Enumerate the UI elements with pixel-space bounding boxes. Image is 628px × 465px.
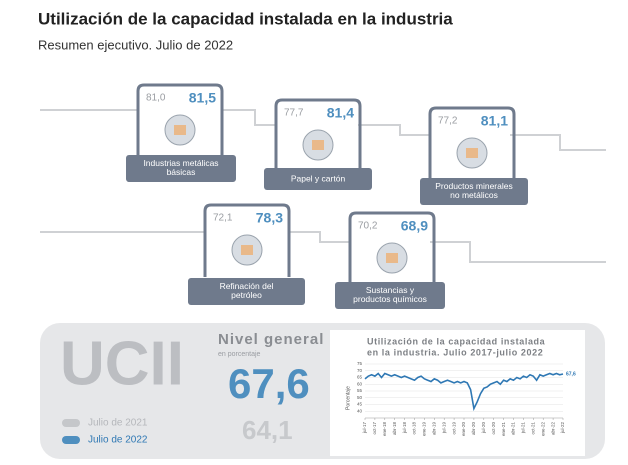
x-tick-label: jul-22 [560, 422, 565, 435]
x-tick-label: abr-19 [431, 422, 436, 436]
x-tick-label: abr-21 [511, 422, 516, 436]
card-label: Productos minerales no metálicos [435, 181, 512, 200]
legend-label: Julio de 2022 [88, 435, 148, 446]
x-tick-label: ene-19 [422, 422, 427, 437]
card-label-box [188, 278, 305, 305]
icon-accent [312, 140, 324, 150]
y-tick-label: 70 [357, 368, 363, 373]
card-frame [274, 98, 362, 172]
card-label-box [335, 282, 445, 309]
icon-accent [386, 253, 398, 263]
previous-value: 81,0 [146, 93, 166, 104]
acronym: UCII [60, 329, 184, 398]
title: Utilización de la capacidad instalada en… [38, 9, 453, 28]
current-value: 81,1 [481, 113, 508, 129]
line [364, 372, 564, 412]
y-tick-label: 65 [357, 375, 363, 380]
card-label-box [126, 155, 236, 182]
previous-value: 77,7 [284, 108, 304, 119]
card-label-box [420, 178, 528, 205]
heading: Nivel general [218, 331, 324, 348]
y-tick-label: 45 [357, 402, 363, 407]
x-tick-label: abr-22 [550, 422, 555, 436]
previous-value: 64,1 [242, 415, 293, 445]
card-label-box [264, 168, 372, 190]
card-label: Industrias metálicas básicas [143, 158, 218, 177]
current-value: 81,5 [189, 90, 216, 106]
x-tick-label: ene-18 [382, 422, 387, 437]
current-value: 81,4 [327, 105, 354, 121]
card-frame [203, 203, 291, 277]
legend-swatch [62, 436, 80, 444]
y-tick-label: 55 [357, 388, 363, 393]
y-tick-label: 75 [357, 361, 363, 366]
card-frame [136, 83, 224, 157]
unit: en porcentaje [218, 351, 261, 358]
x-tick-label: ene-22 [540, 422, 545, 437]
current-value: 68,9 [401, 218, 428, 234]
card-label: Papel y cartón [291, 173, 346, 183]
y-tick-label: 40 [357, 408, 363, 413]
x-tick-label: oct-21 [530, 422, 535, 435]
current-value: 78,3 [256, 210, 283, 226]
connectors [40, 109, 606, 263]
card-label: Refinación del petróleo [220, 281, 274, 300]
legend-swatch [62, 419, 80, 427]
icon-accent [241, 245, 253, 255]
card-label: Sustancias y productos químicos [353, 285, 427, 304]
x-tick-label: abr-20 [471, 422, 476, 436]
y-tick-label: 50 [357, 395, 363, 400]
x-tick-label: oct-20 [491, 422, 496, 435]
card-frame [348, 211, 436, 285]
x-tick-label: ene-21 [501, 422, 506, 437]
x-tick-label: abr-18 [392, 422, 397, 436]
mini-chart-frame [330, 330, 585, 456]
x-tick-label: oct-18 [412, 422, 417, 435]
x-tick-label: jul-20 [481, 422, 486, 435]
end-label: 67,6 [566, 371, 576, 377]
mini-chart-title-1: Utilización de la capacidad instalada [367, 336, 546, 346]
x-tick-label: jul-19 [441, 422, 446, 435]
x-tick-label: oct-17 [372, 422, 377, 435]
previous-value: 70,2 [358, 221, 378, 232]
y-tick-label: 60 [357, 381, 363, 386]
x-tick-label: oct-19 [451, 422, 456, 435]
mini-chart-title-2: en la industria. Julio 2017-julio 2022 [367, 347, 543, 357]
x-tick-label: ene-20 [461, 422, 466, 437]
current-value: 67,6 [228, 360, 310, 407]
legend-label: Julio de 2021 [88, 418, 148, 429]
icon-accent [466, 148, 478, 158]
x-tick-label: jul-18 [402, 422, 407, 435]
x-tick-label: jul-21 [521, 422, 526, 435]
y-axis-label: Porcentaje [345, 386, 351, 410]
previous-value: 72,1 [213, 213, 233, 224]
subtitle: Resumen ejecutivo. Julio de 2022 [38, 37, 233, 52]
x-tick-label: jul-17 [362, 422, 367, 435]
card-frame [428, 106, 516, 180]
icon-accent [174, 125, 186, 135]
previous-value: 77,2 [438, 116, 458, 127]
